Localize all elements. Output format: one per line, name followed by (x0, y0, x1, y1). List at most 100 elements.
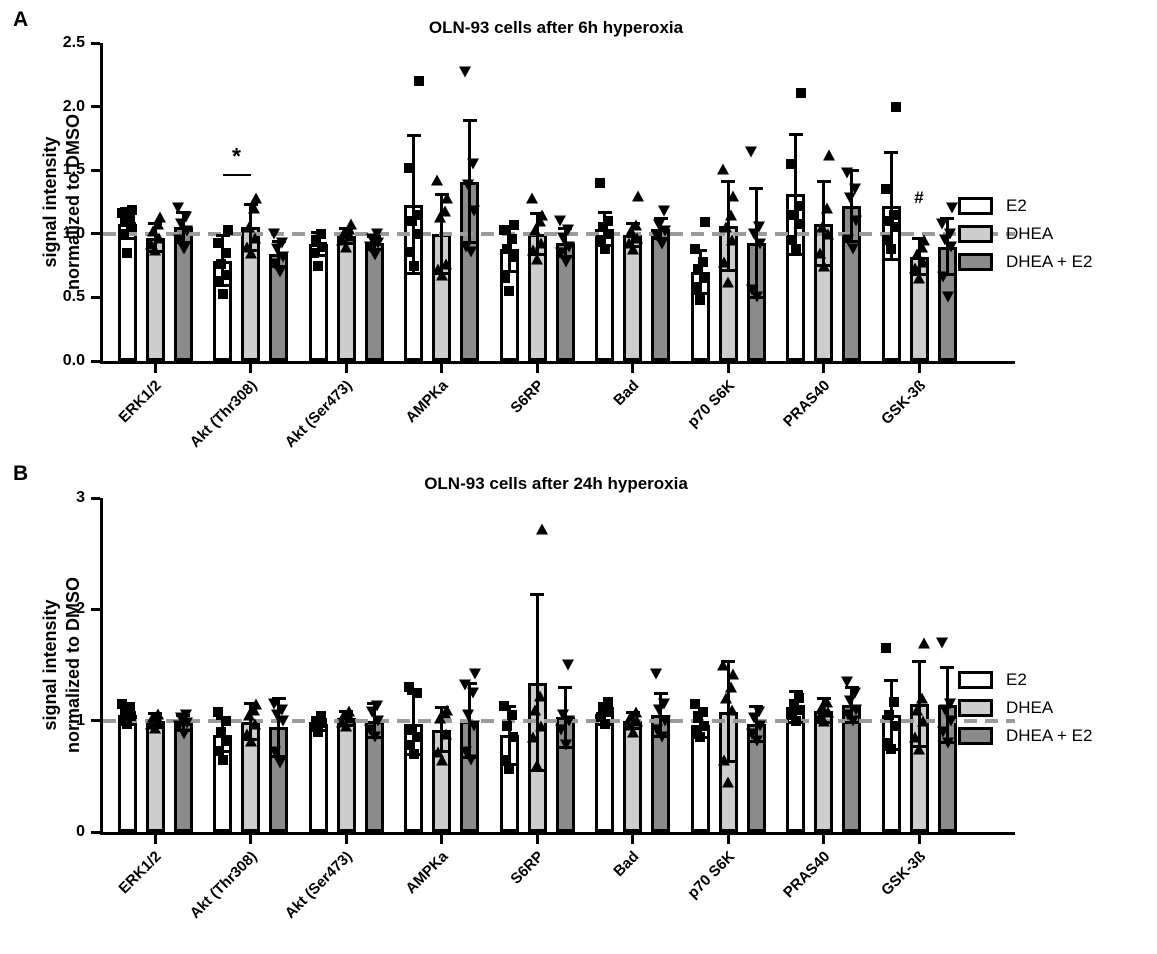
y-axis-tick (91, 295, 100, 299)
bar-dhea-e2 (651, 715, 670, 832)
triangle-up-point (439, 258, 452, 270)
bar-dhea (718, 226, 738, 361)
triangle-up-point (153, 232, 165, 244)
error-bar-line (945, 667, 949, 743)
error-bar-cap (884, 748, 898, 752)
error-bar-cap (844, 168, 859, 172)
triangle-down-point (172, 202, 184, 214)
error-bar-line (917, 661, 921, 747)
error-bar-cap (530, 252, 544, 256)
y-axis-tick-label: 0 (76, 823, 85, 840)
error-bar-line (563, 228, 567, 257)
error-bar-cap (502, 270, 516, 274)
error-bar-cap (721, 660, 735, 664)
x-axis-tick (153, 364, 157, 373)
error-bar-cap (558, 745, 572, 749)
error-bar-line (125, 706, 129, 724)
square-point (793, 693, 804, 704)
error-bar-line (277, 241, 280, 267)
triangle-up-point (727, 668, 739, 680)
error-bar-line (754, 706, 758, 742)
panel-a-title: OLN-93 cells after 6h hyperoxia (428, 18, 684, 37)
triangle-up-point (145, 238, 157, 250)
legend-label-dhea-e2: DHEA + E2 (1006, 252, 1093, 271)
triangle-up-point (435, 754, 448, 766)
error-bar-cap (721, 760, 735, 764)
error-bar-cap (148, 712, 162, 716)
triangle-up-point (344, 712, 356, 724)
triangle-up-point (626, 243, 639, 255)
legend-swatch-dhea-e2 (958, 253, 993, 271)
triangle-up-point (433, 211, 446, 223)
triangle-down-point (555, 247, 567, 259)
triangle-down-point (841, 709, 854, 721)
triangle-up-point (240, 241, 253, 253)
error-bar-line (698, 250, 702, 294)
panel-a-legend: E2 DHEA DHEA + E2 (958, 192, 1092, 276)
triangle-down-point (657, 698, 670, 710)
error-bar-line (726, 181, 730, 271)
y-axis-title-line2: normalized to DMSO (63, 576, 83, 754)
error-bar-cap (502, 704, 516, 708)
error-bar-cap (311, 231, 325, 235)
square-point (700, 217, 710, 228)
triangle-up-point (248, 718, 261, 730)
error-bar-cap (530, 769, 544, 773)
triangle-down-point (273, 266, 286, 278)
error-bar-cap (912, 660, 926, 664)
bar-dhea-e2 (269, 727, 288, 832)
x-axis-label: AMPKa (402, 848, 452, 898)
square-point (602, 216, 613, 227)
error-bar-cap (367, 735, 381, 739)
error-bar-line (412, 135, 415, 274)
triangle-down-point (276, 715, 289, 727)
panel-b-title: OLN-93 cells after 24h hyperoxia (424, 474, 688, 493)
error-bar-line (221, 235, 224, 286)
error-bar-cap (215, 284, 230, 288)
bar-e2 (499, 249, 519, 361)
triangle-up-point (718, 754, 730, 766)
triangle-up-point (336, 716, 348, 728)
significance-line (222, 174, 251, 177)
triangle-up-point (247, 704, 260, 716)
triangle-up-point (247, 202, 260, 214)
bar-e2 (117, 223, 137, 361)
reference-line (103, 231, 1015, 236)
error-bar-cap (625, 711, 640, 715)
triangle-up-point (534, 215, 546, 227)
y-axis-title-line1: signal intensity (40, 599, 60, 731)
triangle-up-point (631, 190, 644, 202)
error-bar-line (631, 223, 634, 247)
x-axis-label: AMPKa (402, 377, 452, 427)
triangle-up-point (813, 710, 826, 722)
error-bar-cap (502, 762, 516, 766)
triangle-up-point (336, 234, 348, 246)
square-point (411, 687, 422, 698)
triangle-up-point (913, 272, 925, 284)
triangle-down-point (562, 659, 574, 671)
error-bar-line (754, 188, 758, 298)
y-axis-tick-label: 1.0 (62, 224, 85, 242)
bar-e2 (881, 715, 901, 832)
error-bar-cap (271, 754, 286, 758)
triangle-up-point (720, 692, 732, 704)
square-point (126, 222, 136, 233)
error-bar-cap (721, 180, 735, 184)
triangle-down-point (175, 712, 187, 724)
error-bar-line (794, 134, 797, 255)
error-bar-cap (558, 685, 572, 689)
triangle-down-point (458, 66, 471, 78)
triangle-up-point (624, 225, 637, 237)
error-bar-cap (176, 210, 190, 214)
legend-swatch-dhea-e2 (958, 727, 993, 745)
triangle-down-point (937, 271, 949, 283)
error-bar-line (889, 680, 893, 750)
error-bar-line (277, 698, 280, 757)
square-point (406, 216, 417, 227)
square-point (408, 749, 419, 760)
panel-a-y-axis-title: signal intensity normalized to DMSO (39, 114, 85, 290)
square-point (502, 244, 512, 255)
square-point (313, 260, 323, 271)
triangle-down-point (563, 241, 575, 253)
square-point (120, 706, 130, 717)
